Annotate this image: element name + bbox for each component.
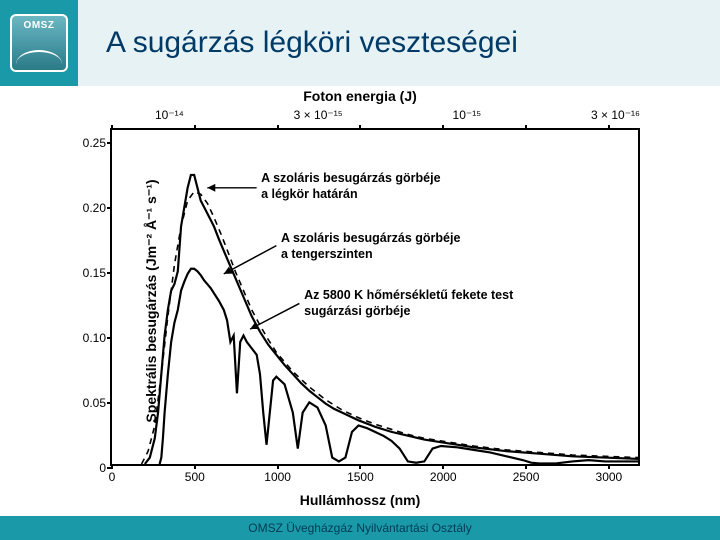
chart: Foton energia (J) 10⁻¹⁴ 3 × 10⁻¹⁵ 10⁻¹⁵ … bbox=[0, 86, 720, 516]
header: OMSZ A sugárzás légköri veszteségei bbox=[0, 0, 720, 86]
footer: OMSZ Üvegházgáz Nyilvántartási Osztály bbox=[0, 516, 720, 540]
x-axis-label: Hullámhossz (nm) bbox=[0, 492, 720, 508]
logo-container: OMSZ bbox=[0, 0, 78, 86]
top-tick: 10⁻¹⁵ bbox=[453, 108, 482, 122]
top-tick: 10⁻¹⁴ bbox=[155, 108, 184, 122]
slide-title: A sugárzás légköri veszteségei bbox=[106, 26, 518, 60]
footer-text: OMSZ Üvegházgáz Nyilvántartási Osztály bbox=[248, 521, 471, 535]
logo-wave-icon bbox=[16, 50, 62, 64]
top-tick: 3 × 10⁻¹⁶ bbox=[591, 108, 640, 122]
arrowhead-icon bbox=[207, 184, 215, 192]
top-axis-label: Foton energia (J) bbox=[0, 88, 720, 104]
plot-area: 00.050.100.150.200.250500100015002000250… bbox=[110, 128, 640, 466]
content-area: Foton energia (J) 10⁻¹⁴ 3 × 10⁻¹⁵ 10⁻¹⁵ … bbox=[0, 86, 720, 516]
top-tick: 3 × 10⁻¹⁵ bbox=[294, 108, 343, 122]
annotation-label: A szoláris besugárzás görbéjea légkör ha… bbox=[261, 171, 440, 202]
annotation-arrow bbox=[250, 303, 299, 329]
top-axis-ticks: 10⁻¹⁴ 3 × 10⁻¹⁵ 10⁻¹⁵ 3 × 10⁻¹⁶ bbox=[155, 108, 640, 122]
omsz-logo-icon: OMSZ bbox=[10, 14, 68, 72]
annotation-label: Az 5800 K hőmérsékletű fekete testsugárz… bbox=[304, 288, 513, 319]
title-bar: A sugárzás légköri veszteségei bbox=[78, 0, 720, 86]
slide: OMSZ A sugárzás légköri veszteségei Foto… bbox=[0, 0, 720, 540]
logo-text: OMSZ bbox=[12, 20, 66, 31]
annotation-label: A szoláris besugárzás görbéjea tengerszi… bbox=[281, 231, 460, 262]
